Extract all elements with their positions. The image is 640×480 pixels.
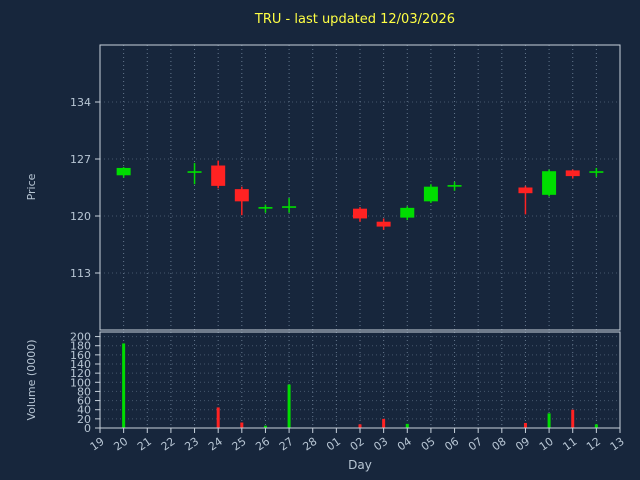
x-tick-label: 09	[513, 435, 532, 454]
volume-bar	[594, 424, 598, 428]
x-tick-label: 02	[348, 435, 367, 454]
x-axis-label: Day	[348, 458, 372, 472]
candle-body	[376, 221, 391, 227]
volume-tick-label: 180	[70, 340, 91, 353]
x-tick-label: 28	[301, 435, 320, 454]
candle-body	[353, 208, 367, 219]
volume-tick-label: 160	[70, 349, 91, 362]
candle-body	[542, 171, 557, 195]
volume-tick-label: 20	[77, 413, 91, 426]
x-tick-label: 24	[206, 435, 225, 454]
candle-body	[116, 167, 131, 176]
volume-bar	[382, 418, 386, 428]
volume-tick-label: 0	[84, 422, 91, 435]
candle-body	[282, 206, 297, 208]
volume-bar	[263, 425, 267, 428]
candle-body	[447, 185, 462, 187]
candle-body	[565, 170, 580, 177]
volume-tick-label: 100	[70, 376, 91, 389]
volume-bar	[405, 423, 409, 428]
x-tick-label: 20	[111, 435, 130, 454]
candle-body	[423, 186, 438, 202]
candle-body	[187, 171, 202, 173]
price-tick-label: 127	[70, 153, 91, 166]
volume-tick-label: 200	[70, 331, 91, 344]
x-tick-label: 01	[324, 435, 343, 454]
x-tick-label: 11	[561, 435, 580, 454]
volume-bar	[523, 422, 527, 428]
volume-bar	[547, 413, 551, 428]
x-tick-label: 03	[371, 435, 390, 454]
x-tick-label: 21	[135, 435, 154, 454]
candle-body	[518, 187, 533, 194]
x-tick-label: 25	[230, 435, 249, 454]
x-tick-label: 07	[466, 435, 485, 454]
x-tick-label: 10	[537, 435, 556, 454]
x-tick-label: 27	[277, 435, 296, 454]
price-panel-spine	[99, 44, 621, 331]
volume-tick-label: 120	[70, 367, 91, 380]
volume-tick-label: 140	[70, 358, 91, 371]
volume-bar	[287, 384, 291, 428]
candle-body	[211, 165, 226, 186]
volume-axis-label: Volume (0000)	[25, 339, 38, 421]
price-tick-label: 120	[70, 210, 91, 223]
x-tick-label: 05	[419, 435, 438, 454]
volume-bar	[571, 409, 575, 428]
volume-tick-label: 60	[77, 395, 91, 408]
x-tick-label: 12	[584, 435, 603, 454]
price-tick-label: 134	[70, 96, 91, 109]
x-tick-label: 26	[253, 435, 272, 454]
volume-bar	[358, 424, 362, 428]
x-tick-label: 23	[182, 435, 201, 454]
volume-tick-label: 80	[77, 385, 91, 398]
x-tick-label: 19	[88, 435, 107, 454]
x-tick-label: 06	[442, 435, 461, 454]
volume-bar	[122, 343, 126, 428]
x-tick-label: 08	[490, 435, 509, 454]
x-tick-label: 04	[395, 435, 414, 454]
price-axis-label: Price	[25, 173, 38, 201]
x-tick-label: 13	[608, 435, 627, 454]
price-tick-label: 113	[70, 267, 91, 280]
candle-body	[589, 171, 604, 173]
volume-bar	[216, 407, 220, 428]
candle-body	[234, 189, 249, 202]
chart-title: TRU - last updated 12/03/2026	[254, 12, 456, 27]
volume-tick-label: 40	[77, 404, 91, 417]
candle-body	[258, 207, 273, 209]
volume-bar	[240, 422, 244, 428]
x-tick-label: 22	[159, 435, 178, 454]
candle-body	[400, 207, 415, 218]
